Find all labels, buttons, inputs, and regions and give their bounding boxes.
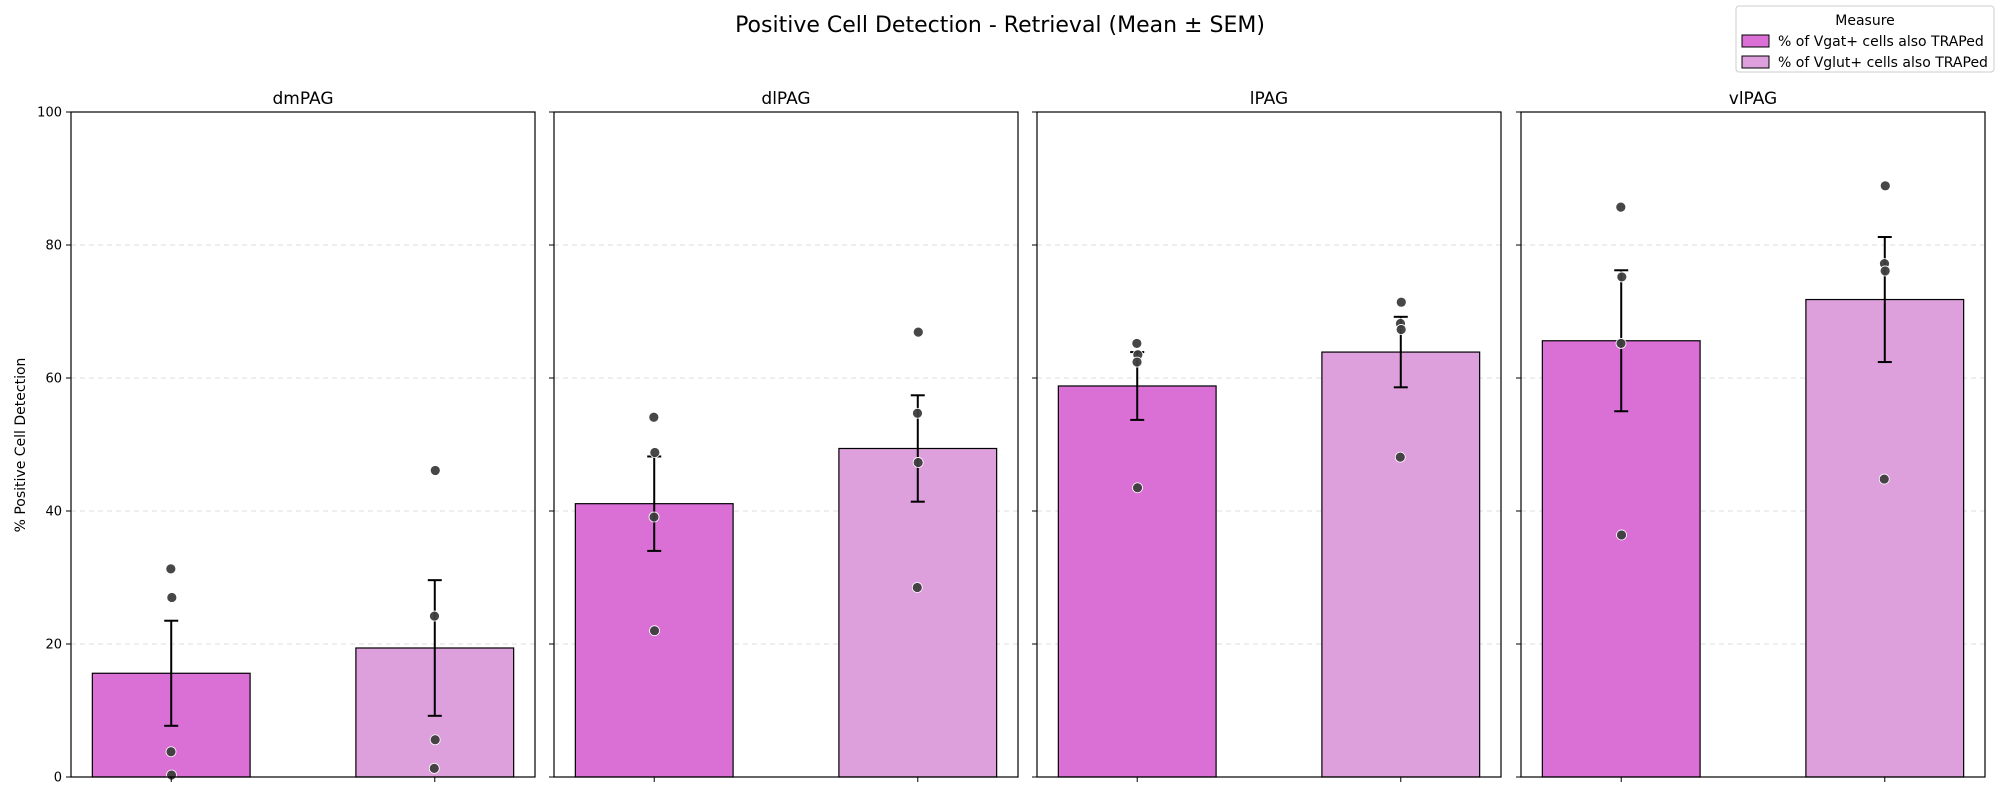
panel-title-dmPAG: dmPAG	[272, 89, 333, 109]
bar-dlPAG-vglut	[838, 447, 998, 778]
y-tick-label: 60	[45, 372, 62, 387]
data-point	[1616, 529, 1627, 541]
data-point	[1615, 201, 1627, 213]
y-tick-label: 0	[54, 771, 62, 786]
y-tick-label: 80	[45, 239, 62, 254]
panel-dlPAG: dlPAG	[549, 89, 1019, 782]
bar-vlPAG-vglut	[1805, 298, 1965, 778]
y-tick-label: 20	[45, 638, 62, 653]
panel-frame	[1520, 111, 1986, 778]
data-point	[1395, 324, 1407, 335]
data-point	[166, 592, 178, 603]
panel-title-dlPAG: dlPAG	[761, 89, 810, 109]
data-point	[649, 625, 660, 637]
data-point	[1395, 296, 1407, 308]
panel-title-lPAG: lPAG	[1250, 89, 1288, 109]
legend-entry-vglut: % of Vglut+ cells also TRAPed	[1778, 55, 1988, 71]
data-point	[428, 762, 440, 774]
panel-lPAG: lPAG	[1032, 89, 1502, 782]
data-point	[1131, 338, 1143, 349]
legend-swatch-vgat	[1741, 34, 1770, 48]
bar-lPAG-vgat	[1057, 385, 1217, 778]
bar-vlPAG-vgat	[1541, 340, 1701, 778]
data-point	[1616, 271, 1628, 283]
y-tick-label: 100	[37, 106, 62, 121]
data-point	[912, 457, 924, 468]
panel-frame	[553, 111, 1019, 778]
data-point	[1394, 451, 1406, 463]
legend-frame	[1735, 5, 1995, 73]
legend-title: Measure	[1835, 13, 1895, 29]
chart-title: Positive Cell Detection - Retrieval (Mea…	[735, 13, 1265, 38]
legend: Measure % of Vgat+ cells also TRAPed % of …	[1735, 5, 1995, 73]
y-axis-label: % Positive Cell Detection	[13, 358, 29, 533]
data-point	[165, 746, 177, 758]
panels: 0 20 40 60 80 100 dmPAG dlPAG lPAG vlPAG	[37, 89, 1986, 786]
data-point	[1879, 265, 1891, 277]
panel-dmPAG: 0 20 40 60 80 100 dmPAG	[37, 89, 536, 786]
panel-vlPAG: vlPAG	[1516, 89, 1986, 782]
legend-entry-vgat: % of Vgat+ cells also TRAPed	[1778, 34, 1984, 50]
data-point	[912, 326, 924, 338]
panel-frame	[1036, 111, 1502, 778]
data-point	[911, 582, 923, 593]
data-point	[648, 511, 660, 523]
y-tick-label: 40	[45, 505, 62, 520]
data-point	[912, 407, 923, 419]
data-point	[648, 411, 660, 423]
data-point	[165, 563, 177, 575]
panel-frame	[70, 111, 536, 778]
data-point	[1615, 338, 1627, 349]
data-point	[429, 610, 440, 622]
data-point	[1131, 356, 1143, 368]
bar-lPAG-vglut	[1321, 351, 1481, 778]
data-point	[429, 734, 441, 746]
data-point	[1878, 473, 1890, 485]
data-point	[1879, 180, 1891, 192]
data-point	[429, 465, 441, 476]
data-point	[1132, 482, 1143, 494]
panel-title-vlPAG: vlPAG	[1729, 89, 1777, 109]
data-point	[649, 447, 661, 458]
legend-swatch-vglut	[1741, 55, 1770, 69]
